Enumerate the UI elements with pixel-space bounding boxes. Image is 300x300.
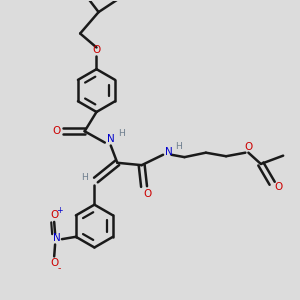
Text: H: H (175, 142, 182, 151)
Text: O: O (143, 189, 151, 199)
Text: O: O (50, 258, 58, 268)
Text: O: O (274, 182, 283, 192)
Text: N: N (165, 147, 172, 157)
Text: +: + (56, 206, 63, 215)
Text: O: O (52, 126, 61, 136)
Text: H: H (81, 172, 88, 182)
Text: H: H (118, 129, 124, 138)
Text: N: N (107, 134, 115, 144)
Text: -: - (58, 264, 61, 273)
Text: N: N (53, 233, 60, 243)
Text: O: O (245, 142, 253, 152)
Text: O: O (92, 45, 101, 56)
Text: O: O (50, 210, 58, 220)
